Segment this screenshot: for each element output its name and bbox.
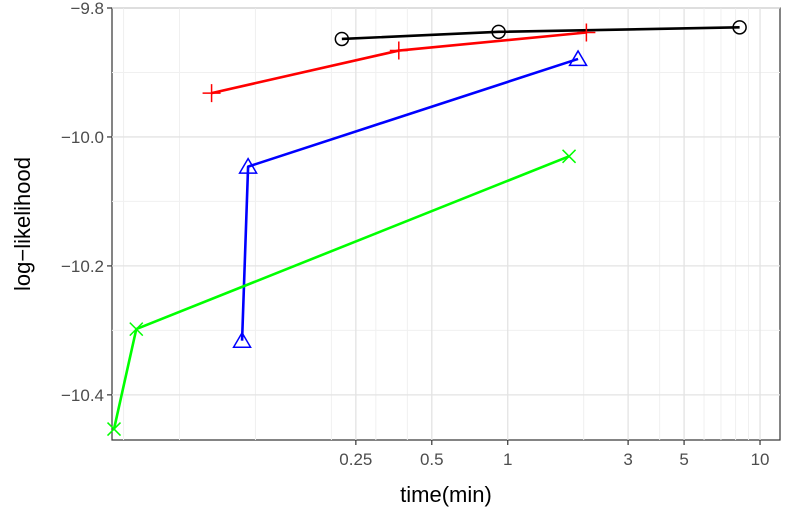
x-tick-label: 10 [751,450,770,469]
x-tick-label: 0.5 [420,450,444,469]
series-line [341,26,740,41]
plot-panel [111,7,781,441]
x-tick-label: 0.25 [339,450,372,469]
x-tick-label: 1 [503,450,512,469]
grid [112,7,780,440]
data-point-plus [202,84,221,103]
data-point-plus [389,41,408,60]
y-tick-label: −10.0 [61,128,104,147]
data-point-circle [491,24,506,40]
data-point-triangle [232,331,252,348]
data-point-triangle [238,157,258,174]
panel-border [111,7,781,441]
x-tick-label: 3 [623,450,632,469]
data-point-triangle [568,49,588,67]
series-circle [334,20,747,47]
y-tick-label: −9.8 [70,0,104,18]
x-axis-title: time(min) [400,482,492,507]
series-layer [106,20,747,437]
data-point-circle [732,20,747,35]
series-triangle [232,49,588,348]
series-plus [202,23,596,103]
x-tick-label: 5 [679,450,688,469]
data-point-cross [562,149,577,164]
series-cross [106,149,577,437]
data-point-circle [334,31,350,47]
y-tick-label: −10.4 [61,386,104,405]
axes: 0.25 0.5 1 3 5 10 −9.8 −10.0 −10.2 −10.4 [61,0,770,469]
data-point-cross [106,422,122,437]
y-axis-title: log−likelihood [10,157,35,291]
y-tick-label: −10.2 [61,257,104,276]
data-point-cross [129,322,144,337]
series-line [240,57,579,341]
data-point-plus [577,23,596,42]
